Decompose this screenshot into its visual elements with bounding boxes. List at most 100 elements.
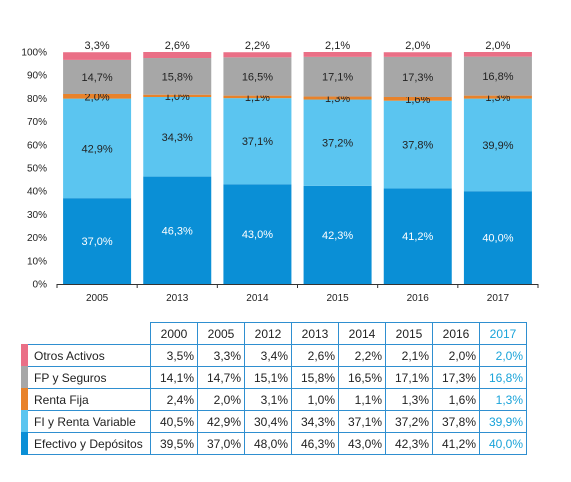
data-label: 16,5% bbox=[242, 71, 273, 83]
table-cell: 14,7% bbox=[197, 366, 245, 389]
bar-segment bbox=[63, 98, 132, 199]
legend-swatch bbox=[21, 344, 28, 367]
table-row: Renta Fija 2,4% 2,0% 3,1% 1,0% 1,1% 1,3% 1,6% 1,… bbox=[21, 388, 527, 411]
bar-segment bbox=[63, 93, 132, 99]
data-label: 39,9% bbox=[482, 140, 513, 152]
data-label: 37,0% bbox=[81, 236, 112, 248]
bar-segment bbox=[223, 95, 292, 99]
table-cell: 16,5% bbox=[338, 366, 386, 389]
bar-segment bbox=[223, 57, 292, 96]
y-tick-label: 90% bbox=[27, 71, 47, 82]
legend-swatch bbox=[21, 432, 28, 455]
table-cell: 1,1% bbox=[338, 388, 386, 411]
bar-segment bbox=[303, 185, 372, 284]
x-tick-label: 2005 bbox=[86, 293, 109, 304]
table-row: FI y Renta Variable 40,5% 42,9% 30,4% 34,3% 3… bbox=[21, 410, 527, 433]
data-label: 2,6% bbox=[165, 40, 190, 52]
table-cell: 14,1% bbox=[150, 366, 198, 389]
table-cell: 2,4% bbox=[150, 388, 198, 411]
data-table: 2000 2005 2012 2013 2014 2015 2016 2017 Otros A… bbox=[21, 322, 527, 455]
data-label: 37,2% bbox=[322, 138, 353, 150]
x-tick-label: 2017 bbox=[487, 293, 510, 304]
table-corner bbox=[22, 322, 151, 345]
legend-swatch bbox=[21, 366, 28, 389]
data-label: 2,2% bbox=[245, 40, 270, 52]
table-cell: 37,0% bbox=[197, 432, 245, 455]
bar-segment bbox=[303, 96, 372, 100]
y-tick-label: 20% bbox=[27, 233, 47, 244]
y-tick-label: 0% bbox=[33, 280, 48, 291]
data-label: 16,8% bbox=[482, 71, 513, 83]
table-cell: 39,9% bbox=[479, 410, 527, 433]
bar-segment bbox=[223, 184, 292, 284]
table-year-header: 2017 bbox=[479, 322, 527, 345]
bar-segment bbox=[143, 94, 212, 98]
bar-segment bbox=[63, 52, 132, 60]
y-tick-label: 10% bbox=[27, 256, 47, 267]
table-cell: 1,3% bbox=[479, 388, 527, 411]
data-label: 37,1% bbox=[242, 136, 273, 148]
bar-segment bbox=[383, 188, 452, 284]
table-cell: 2,0% bbox=[432, 344, 480, 367]
table-cell: 3,3% bbox=[197, 344, 245, 367]
bar-segment bbox=[383, 97, 452, 101]
x-tick-label: 2016 bbox=[407, 293, 430, 304]
data-label: 41,2% bbox=[402, 231, 433, 243]
data-label: 37,8% bbox=[402, 140, 433, 152]
x-tick-label: 2015 bbox=[326, 293, 349, 304]
series-name: Otros Activos bbox=[34, 348, 105, 363]
data-label: 17,3% bbox=[402, 72, 433, 84]
y-tick-label: 100% bbox=[21, 48, 47, 59]
y-tick-label: 80% bbox=[27, 94, 47, 105]
data-label: 17,1% bbox=[322, 72, 353, 84]
bar-segment bbox=[463, 95, 532, 99]
series-name: Renta Fija bbox=[34, 392, 89, 407]
table-cell: 39,5% bbox=[150, 432, 198, 455]
bar-segment bbox=[143, 176, 212, 284]
table-year-header: 2016 bbox=[432, 322, 480, 345]
table-row: Otros Activos 3,5% 3,3% 3,4% 2,6% 2,2% 2,1% 2,0… bbox=[21, 344, 527, 367]
table-row-label: Otros Activos bbox=[21, 344, 151, 367]
table-row: FP y Seguros 14,1% 14,7% 15,1% 15,8% 16,5% 17,… bbox=[21, 366, 527, 389]
table-cell: 2,2% bbox=[338, 344, 386, 367]
table-cell: 43,0% bbox=[338, 432, 386, 455]
bar-segment bbox=[223, 98, 292, 185]
table-cell: 1,6% bbox=[432, 388, 480, 411]
data-label: 40,0% bbox=[482, 233, 513, 245]
table-year-header: 2005 bbox=[197, 322, 245, 345]
table-cell: 3,1% bbox=[244, 388, 292, 411]
table-cell: 42,9% bbox=[197, 410, 245, 433]
table-cell: 40,5% bbox=[150, 410, 198, 433]
data-label: 2,1% bbox=[325, 40, 350, 52]
x-tick-label: 2013 bbox=[166, 293, 189, 304]
data-label: 42,3% bbox=[322, 230, 353, 242]
data-label: 2,0% bbox=[405, 40, 430, 52]
y-tick-label: 30% bbox=[27, 210, 47, 221]
legend-swatch bbox=[21, 388, 28, 411]
table-year-header: 2000 bbox=[150, 322, 198, 345]
bar-segment bbox=[303, 99, 372, 186]
bar-segment bbox=[463, 56, 532, 96]
table-cell: 37,1% bbox=[338, 410, 386, 433]
bar-segment bbox=[383, 100, 452, 189]
bar-segment bbox=[303, 52, 372, 57]
data-label: 46,3% bbox=[162, 225, 193, 237]
table-cell: 2,0% bbox=[479, 344, 527, 367]
table-cell: 48,0% bbox=[244, 432, 292, 455]
bar-segment bbox=[63, 59, 132, 94]
data-label: 2,0% bbox=[85, 91, 110, 103]
y-tick-label: 60% bbox=[27, 140, 47, 151]
table-cell: 2,0% bbox=[197, 388, 245, 411]
bar-segment bbox=[143, 52, 212, 59]
series-name: FP y Seguros bbox=[34, 370, 107, 385]
table-row-label: Efectivo y Depósitos bbox=[21, 432, 151, 455]
table-year-header: 2014 bbox=[338, 322, 386, 345]
table-cell: 2,6% bbox=[291, 344, 339, 367]
data-label: 15,8% bbox=[162, 71, 193, 83]
table-cell: 41,2% bbox=[432, 432, 480, 455]
data-label: 3,3% bbox=[85, 40, 110, 52]
data-label: 14,7% bbox=[81, 72, 112, 84]
table-cell: 37,2% bbox=[385, 410, 433, 433]
table-cell: 42,3% bbox=[385, 432, 433, 455]
table-cell: 1,3% bbox=[385, 388, 433, 411]
